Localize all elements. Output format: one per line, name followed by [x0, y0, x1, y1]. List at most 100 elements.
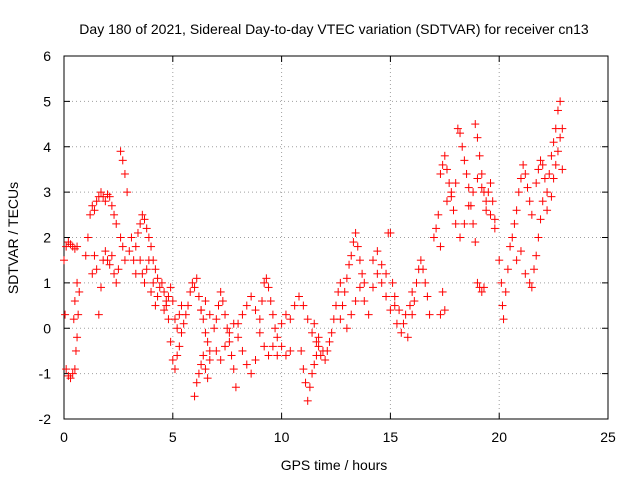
y-tick-label: 0	[43, 320, 51, 336]
data-point	[540, 174, 549, 183]
data-point	[277, 319, 286, 328]
data-point	[321, 356, 330, 365]
data-point	[460, 219, 469, 228]
data-point	[399, 319, 408, 328]
data-point	[525, 278, 534, 287]
data-point	[168, 356, 177, 365]
data-point	[512, 256, 521, 265]
data-point	[221, 342, 230, 351]
data-point	[262, 274, 271, 283]
data-point	[258, 297, 267, 306]
data-point	[416, 256, 425, 265]
data-point	[312, 337, 321, 346]
data-point	[120, 256, 129, 265]
data-point	[442, 165, 451, 174]
data-point	[523, 183, 532, 192]
data-point	[69, 315, 78, 324]
data-point	[436, 310, 445, 319]
data-point	[390, 292, 399, 301]
data-point	[458, 142, 467, 151]
data-point	[342, 274, 351, 283]
data-point	[66, 374, 75, 383]
data-point	[503, 265, 512, 274]
data-point	[479, 283, 488, 292]
data-point	[543, 188, 552, 197]
data-point	[138, 210, 147, 219]
data-point	[184, 301, 193, 310]
data-point	[173, 351, 182, 360]
data-point	[96, 188, 105, 197]
data-point	[449, 206, 458, 215]
data-point	[96, 283, 105, 292]
data-point	[436, 169, 445, 178]
data-point	[175, 342, 184, 351]
data-point	[118, 156, 127, 165]
data-point	[308, 328, 317, 337]
data-point	[469, 219, 478, 228]
data-point	[419, 265, 428, 274]
data-point	[271, 324, 280, 333]
data-point	[440, 151, 449, 160]
data-point	[225, 337, 234, 346]
data-point	[514, 188, 523, 197]
data-point	[395, 306, 404, 315]
data-point	[382, 292, 391, 301]
data-point	[545, 169, 554, 178]
data-point	[138, 269, 147, 278]
data-point	[438, 160, 447, 169]
y-axis-title: SDTVAR / TECUs	[5, 182, 21, 294]
data-point	[225, 328, 234, 337]
data-point	[440, 306, 449, 315]
data-point	[490, 224, 499, 233]
data-point	[451, 179, 460, 188]
data-point	[401, 310, 410, 319]
data-point	[460, 156, 469, 165]
data-point	[216, 356, 225, 365]
data-point	[438, 287, 447, 296]
data-point	[61, 310, 70, 319]
data-point	[408, 287, 417, 296]
data-point	[186, 287, 195, 296]
data-point	[347, 251, 356, 260]
data-point	[473, 174, 482, 183]
data-point	[83, 233, 92, 242]
data-point	[373, 247, 382, 256]
data-point	[534, 233, 543, 242]
data-point	[255, 328, 264, 337]
data-point	[477, 287, 486, 296]
data-point	[556, 97, 565, 106]
data-point	[349, 238, 358, 247]
data-point	[462, 169, 471, 178]
data-point	[238, 346, 247, 355]
data-point	[242, 301, 251, 310]
data-point	[251, 306, 260, 315]
data-point	[464, 201, 473, 210]
x-tick-label: 20	[491, 429, 507, 445]
data-point	[290, 301, 299, 310]
data-point	[199, 351, 208, 360]
data-point	[345, 260, 354, 269]
data-point	[501, 287, 510, 296]
data-point	[179, 319, 188, 328]
data-point	[549, 174, 558, 183]
data-point	[388, 278, 397, 287]
data-point	[103, 190, 112, 199]
data-point	[286, 346, 295, 355]
data-point	[312, 351, 321, 360]
data-point	[497, 278, 506, 287]
data-point	[297, 346, 306, 355]
data-point	[264, 283, 273, 292]
data-point	[64, 371, 73, 380]
data-point	[205, 310, 214, 319]
data-point	[199, 315, 208, 324]
data-point	[201, 297, 210, 306]
data-point	[123, 188, 132, 197]
data-point	[151, 265, 160, 274]
data-point	[110, 269, 119, 278]
data-point	[495, 256, 504, 265]
data-point	[471, 238, 480, 247]
data-point	[203, 374, 212, 383]
data-point	[151, 301, 160, 310]
data-point	[70, 365, 79, 374]
data-point	[90, 251, 99, 260]
